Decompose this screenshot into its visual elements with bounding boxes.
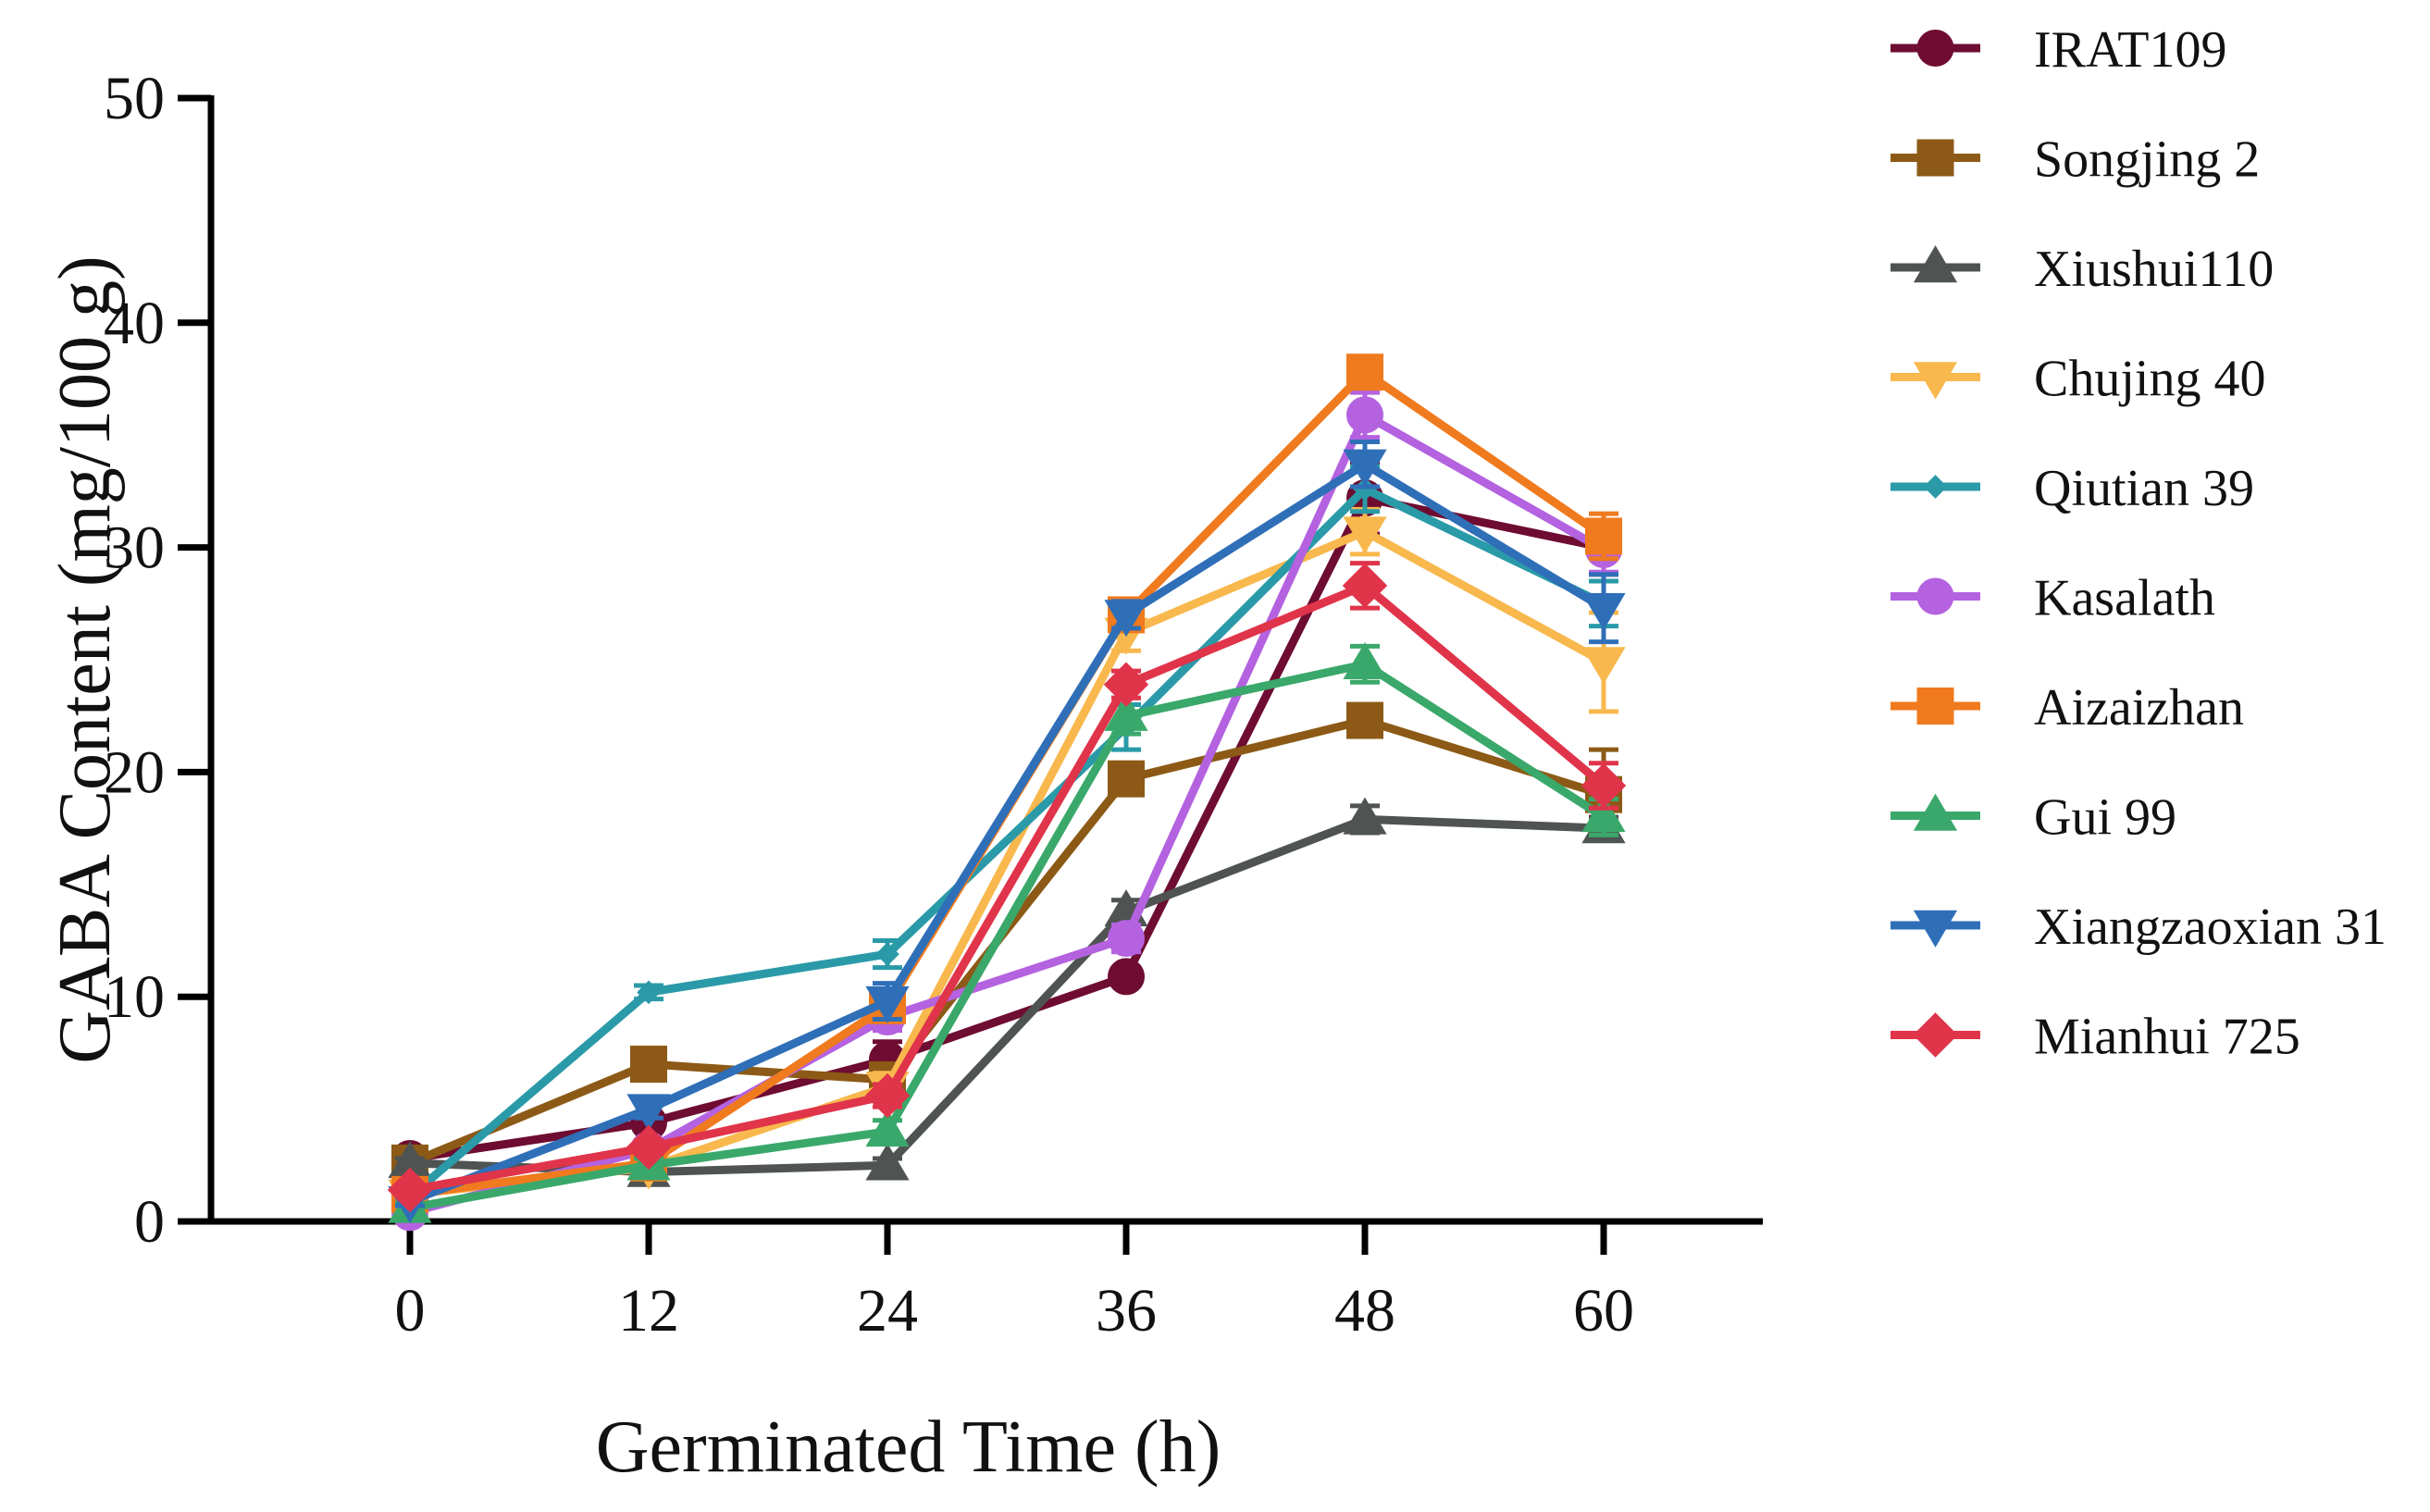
legend-marker [1916, 139, 1954, 177]
data-point [1343, 797, 1387, 835]
legend-item: Gui 99 [1891, 789, 2176, 847]
series-line [407, 484, 1606, 1200]
legend: IRAT109 Songjing 2 Xiushui110 Chujing 40 Qiu… [1891, 21, 2387, 1066]
data-point [1108, 958, 1145, 996]
series-line [408, 716, 1606, 1168]
series-songjing-2 [391, 701, 1622, 1182]
data-point [1104, 600, 1148, 638]
legend-marker [1916, 577, 1954, 615]
series-aizaizhan [391, 353, 1622, 1213]
legend-label: Mianhui 725 [2034, 1009, 2300, 1066]
legend-label: Songjing 2 [2034, 131, 2260, 189]
x-ticks: 0 12 24 36 48 60 [395, 1221, 1634, 1345]
data-point [1343, 642, 1387, 680]
series-group [387, 353, 1627, 1232]
data-point [387, 1167, 433, 1213]
y-ticks: 0 10 20 30 40 50 [104, 65, 211, 1256]
data-point [1346, 701, 1383, 739]
series-line [408, 410, 1606, 1217]
series-line [409, 660, 1606, 1212]
data-point [875, 942, 899, 966]
legend-marker [1913, 910, 1958, 948]
legend-label: Aizaizhan [2034, 679, 2244, 737]
data-point [865, 985, 910, 1023]
legend-item: Songjing 2 [1891, 131, 2260, 189]
data-point [1104, 693, 1148, 731]
data-point [630, 1046, 667, 1084]
legend-marker [1913, 1012, 1958, 1058]
y-tick-label: 10 [104, 963, 165, 1031]
legend-label: Xiangzaoxian 31 [2034, 899, 2387, 956]
data-point [1343, 516, 1387, 554]
data-point [1581, 647, 1626, 685]
x-tick-label: 0 [395, 1277, 426, 1345]
x-tick-label: 60 [1573, 1277, 1634, 1345]
y-tick-label: 40 [104, 290, 165, 357]
legend-item: Kasalath [1891, 570, 2215, 627]
data-point [865, 1109, 910, 1147]
data-point [1342, 563, 1388, 609]
x-tick-label: 12 [618, 1277, 679, 1345]
legend-label: IRAT109 [2034, 21, 2226, 79]
legend-marker [1913, 362, 1958, 400]
data-point [637, 980, 661, 1005]
legend-label: Xiushui110 [2034, 241, 2274, 298]
legend-item: Qiutian 39 [1891, 460, 2254, 517]
data-point [1108, 920, 1145, 958]
data-point [1585, 517, 1622, 555]
y-tick-label: 20 [104, 738, 165, 806]
y-axis-title: GABA Content (mg/100 g) [44, 255, 126, 1063]
y-tick-label: 50 [104, 65, 165, 132]
legend-item: IRAT109 [1891, 21, 2226, 79]
x-tick-label: 24 [857, 1277, 918, 1345]
legend-marker [1923, 475, 1948, 499]
data-point [626, 1124, 672, 1171]
y-tick-label: 30 [104, 514, 165, 582]
series-chujing-40 [388, 506, 1626, 1217]
legend-item: Xiangzaoxian 31 [1891, 899, 2387, 956]
x-axis-title: Germinated Time (h) [596, 1407, 1221, 1488]
series-line [409, 493, 1605, 1163]
legend-label: Chujing 40 [2034, 351, 2265, 408]
legend-label: Gui 99 [2034, 789, 2176, 847]
series-line [408, 460, 1606, 1206]
series-line [409, 814, 1605, 1177]
data-point [1103, 662, 1149, 707]
data-point [1581, 762, 1627, 809]
data-point [865, 1143, 910, 1181]
data-point [1581, 592, 1626, 630]
data-point [626, 1094, 671, 1132]
legend-item: Mianhui 725 [1891, 1009, 2300, 1066]
legend-label: Qiutian 39 [2034, 460, 2254, 517]
data-point [1581, 795, 1626, 833]
data-point [864, 1072, 911, 1119]
legend-item: Aizaizhan [1891, 679, 2244, 737]
x-tick-label: 48 [1334, 1277, 1395, 1345]
y-tick-label: 0 [134, 1188, 165, 1256]
x-tick-label: 36 [1096, 1277, 1157, 1345]
legend-item: Chujing 40 [1891, 351, 2265, 408]
data-point [1108, 760, 1145, 798]
series-line [409, 581, 1606, 1195]
legend-marker [1913, 245, 1958, 283]
legend-item: Xiushui110 [1891, 241, 2274, 298]
data-point [1346, 353, 1383, 391]
data-point [1346, 396, 1383, 434]
data-point [1343, 449, 1387, 487]
legend-marker [1916, 30, 1954, 67]
legend-label: Kasalath [2034, 570, 2215, 627]
series-xiangzaoxian-31 [388, 439, 1626, 1223]
legend-marker [1913, 793, 1958, 831]
legend-marker [1916, 688, 1954, 725]
axes [207, 95, 1763, 1225]
series-mianhui-725 [387, 561, 1627, 1213]
